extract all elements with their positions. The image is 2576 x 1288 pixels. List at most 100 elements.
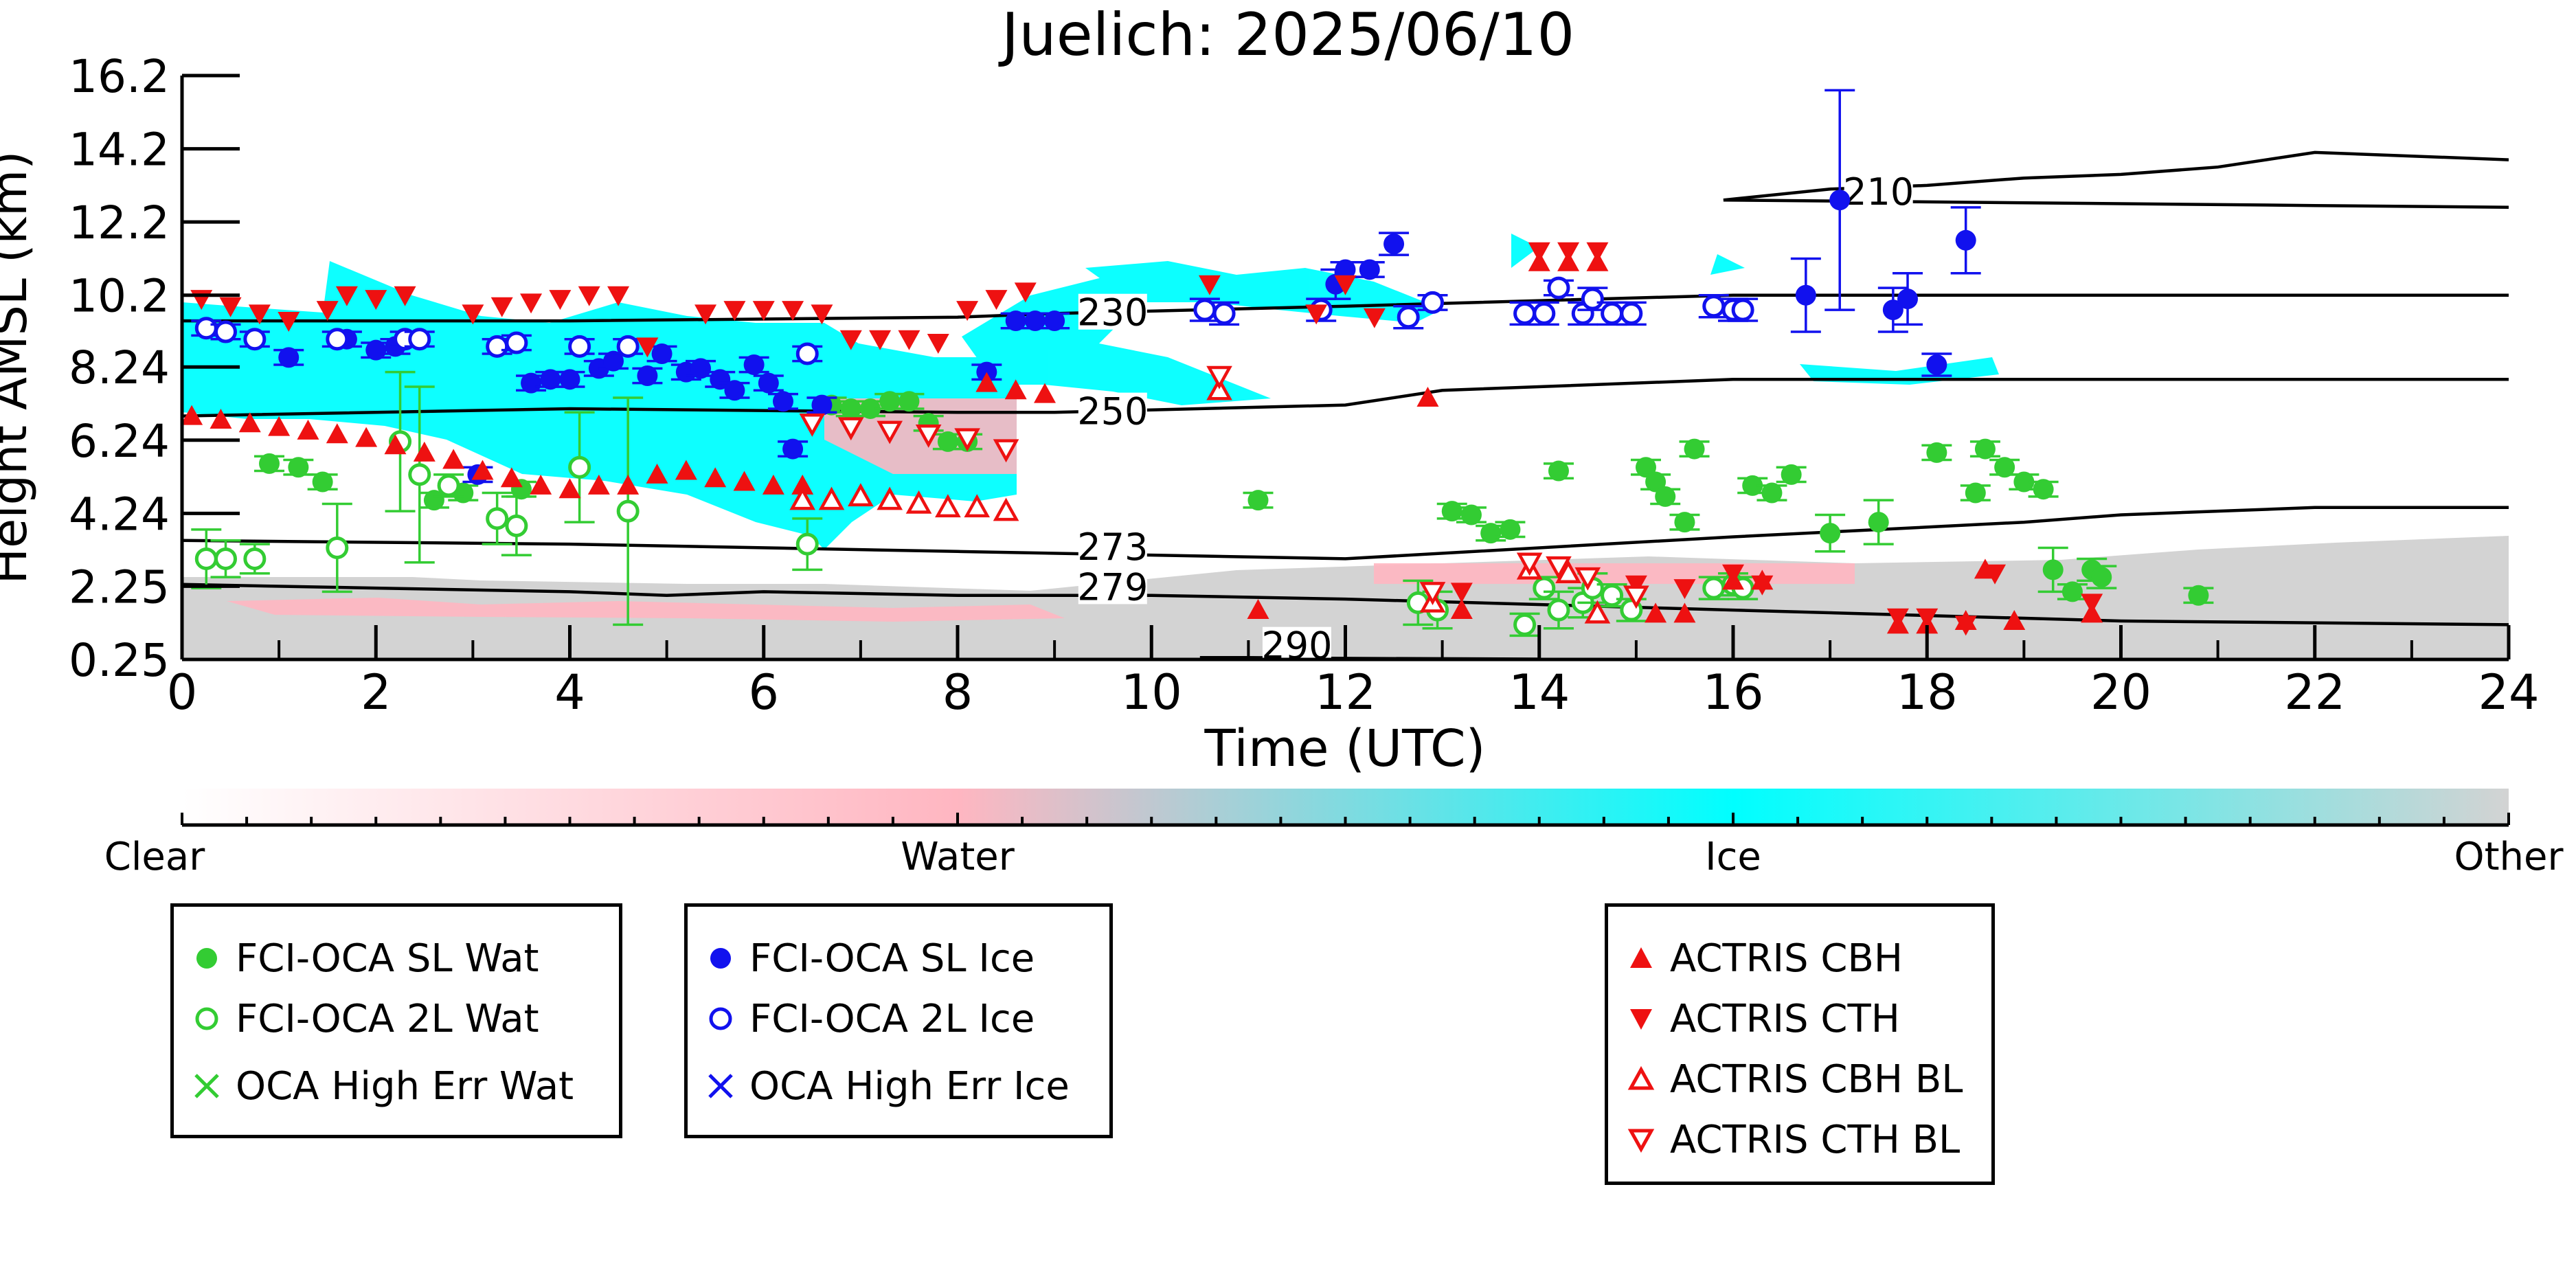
data-point (471, 460, 494, 480)
data-point (975, 372, 998, 392)
legend-item: FCI-OCA 2L Ice (701, 995, 1035, 1043)
data-point (1645, 602, 1667, 623)
legend-item: FCI-OCA SL Wat (188, 934, 539, 982)
data-point (2013, 471, 2035, 493)
data-point (782, 301, 804, 321)
y-tick-label: 6.24 (69, 415, 170, 468)
data-point (1965, 482, 1986, 504)
data-point (1363, 308, 1386, 328)
y-tick-label: 16.2 (69, 50, 170, 103)
data-point (795, 342, 819, 365)
legend-label: ACTRIS CTH (1670, 996, 1900, 1041)
colorbar-label-other: Other (2454, 835, 2564, 879)
data-point (617, 474, 640, 495)
data-point (1742, 475, 1763, 496)
legend-item: ACTRIS CBH (1622, 934, 1903, 982)
data-point (1722, 564, 1744, 585)
data-point (646, 463, 668, 484)
data-point (956, 301, 979, 321)
data-point (1421, 291, 1445, 314)
data-point (1882, 300, 1903, 321)
data-point (1513, 613, 1537, 636)
isotherm-label: 250 (1077, 390, 1148, 433)
data-point (1954, 615, 1977, 636)
legend-item: ACTRIS CTH BL (1622, 1116, 1960, 1164)
open-circle-icon (195, 1007, 218, 1030)
data-point (1635, 457, 1656, 478)
data-point (2188, 585, 2209, 606)
data-point (505, 331, 528, 354)
series-actris-cbh-bl (789, 376, 1611, 624)
data-point (1014, 282, 1037, 303)
data-point (1547, 276, 1570, 300)
legend-label: OCA High Err Wat (236, 1063, 574, 1109)
data-point (568, 455, 591, 479)
data-point (1441, 501, 1462, 522)
data-point (278, 312, 300, 332)
data-point (1645, 471, 1667, 493)
data-point (540, 369, 561, 390)
data-point (316, 301, 339, 321)
data-point (1555, 560, 1581, 584)
data-point (278, 347, 300, 368)
data-point (408, 328, 431, 351)
data-point (1419, 582, 1446, 606)
data-point (811, 394, 833, 416)
open-triangle-up-icon (1627, 1065, 1655, 1090)
data-point (1994, 457, 2015, 478)
legend-label: FCI-OCA 2L Wat (236, 996, 539, 1041)
data-point (384, 434, 407, 455)
isotherm-label: 230 (1077, 291, 1148, 335)
data-point (964, 494, 991, 518)
series-actris-cth-bl (799, 365, 1649, 609)
data-point (1684, 438, 1705, 460)
y-tick-label: 10.2 (69, 270, 170, 323)
data-point (1557, 242, 1580, 262)
data-point (1480, 523, 1502, 544)
data-point (326, 328, 349, 351)
data-point (935, 494, 961, 518)
data-point (1601, 584, 1624, 607)
data-point (238, 412, 261, 433)
data-point (423, 490, 444, 511)
colorbar-label-clear: Clear (104, 835, 205, 879)
legend-item: OCA High Err Ice (701, 1062, 1070, 1110)
data-point (839, 330, 862, 350)
data-point (486, 335, 509, 358)
data-point (1916, 608, 1939, 629)
data-point (1655, 486, 1676, 507)
data-point (1897, 289, 1919, 310)
data-point (194, 547, 218, 570)
data-point (985, 290, 1008, 310)
data-point (993, 497, 1019, 521)
data-point (486, 507, 509, 530)
data-point (1383, 234, 1405, 255)
data-point (248, 304, 271, 325)
y-axis: 0.25 2.25 4.24 6.24 8.24 10.2 12.2 14.2 16.2 (69, 50, 240, 687)
data-point (214, 547, 238, 570)
data-point (288, 457, 309, 478)
data-point (905, 490, 932, 514)
data-point (1673, 602, 1696, 623)
x-tick-label: 12 (1315, 664, 1376, 721)
data-point (2033, 479, 2054, 500)
data-point (558, 478, 581, 499)
data-point (704, 467, 727, 488)
data-point (1334, 275, 1357, 295)
data-point (848, 483, 874, 507)
legend-water: FCI-OCA SL Wat FCI-OCA 2L Wat OCA High E… (170, 903, 622, 1138)
y-tick-label: 2.25 (69, 561, 170, 613)
data-point (2081, 594, 2103, 614)
data-point (690, 358, 712, 379)
series-actris-cbh (182, 251, 2103, 634)
data-point (394, 286, 416, 306)
isotherm-label: 210 (1843, 170, 1914, 214)
data-point (1868, 512, 1889, 533)
data-point (1546, 556, 1572, 580)
legend-item: FCI-OCA SL Ice (701, 934, 1035, 982)
y-tick-label: 8.24 (69, 341, 170, 394)
y-tick-label: 4.24 (69, 488, 170, 541)
data-point (214, 320, 238, 343)
